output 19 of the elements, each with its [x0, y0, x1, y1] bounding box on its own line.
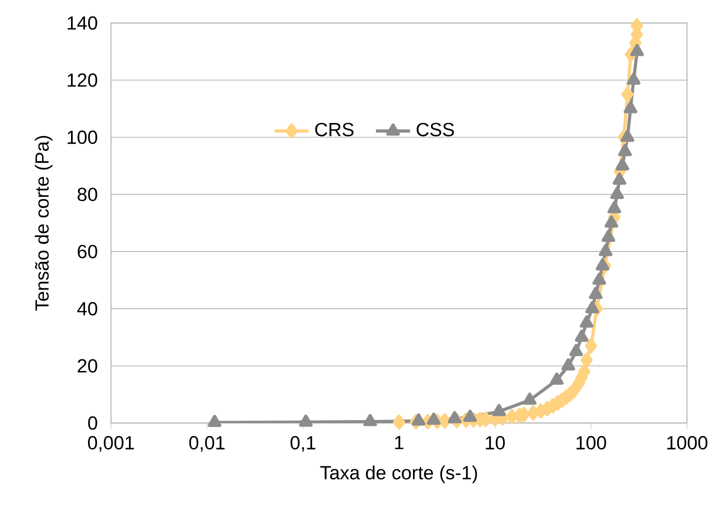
y-tick-label: 60: [78, 244, 98, 258]
x-tick-label: 10: [486, 436, 505, 450]
x-axis-title: Taxa de corte (s-1): [320, 465, 477, 484]
x-tick-label: 0,01: [189, 436, 225, 452]
y-tick-label: 80: [78, 188, 98, 202]
x-tick-label: 1: [395, 436, 404, 450]
y-tick-label: 120: [68, 73, 98, 87]
y-tick-label: 20: [78, 359, 98, 373]
y-axis-title: Tensão de corte (Pa): [34, 136, 52, 311]
x-tick-label: 1000: [667, 436, 708, 450]
y-tick-label: 140: [68, 16, 98, 30]
x-tick-label: 0,1: [290, 436, 316, 452]
legend-label: CSS: [416, 122, 454, 136]
y-tick-label: 0: [88, 416, 98, 430]
y-tick-label: 40: [77, 302, 98, 316]
x-tick-label: 0,001: [88, 436, 134, 452]
x-tick-label: 100: [576, 436, 606, 450]
legend-label: CRS: [315, 122, 354, 136]
y-tick-label: 100: [68, 130, 98, 144]
